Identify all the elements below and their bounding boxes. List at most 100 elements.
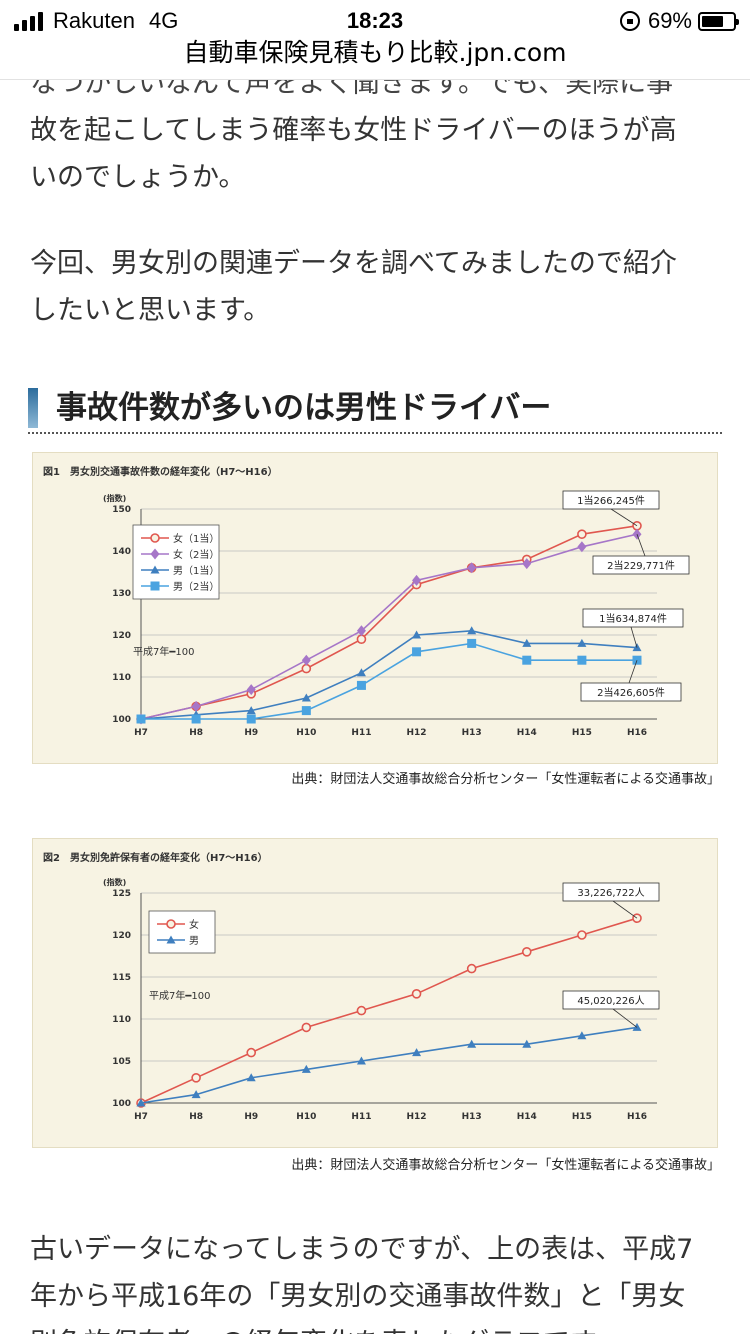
x-tick-label: H10	[296, 1112, 316, 1122]
x-tick-label: H9	[244, 728, 258, 738]
figure-license-chart: 図2 男女別免許保有者の経年変化（H7～H16） (指数) 100 105 110 11…	[32, 838, 718, 1148]
data-point	[246, 1047, 257, 1058]
series-line	[140, 917, 638, 1104]
y-tick-label: 105	[112, 1057, 131, 1067]
data-point	[632, 913, 642, 923]
data-point	[577, 1031, 587, 1040]
data-point	[522, 1039, 532, 1048]
y-tick-label: 120	[112, 631, 131, 641]
x-tick-label: H15	[572, 1112, 592, 1122]
x-tick-label: H8	[189, 1112, 203, 1122]
callout-box	[580, 682, 682, 702]
x-tick-label: H9	[244, 1112, 258, 1122]
series-line	[140, 533, 638, 720]
signal-icon	[14, 11, 43, 31]
data-point	[136, 1098, 146, 1107]
y-tick-label: 115	[112, 973, 131, 983]
orientation-lock-icon	[619, 11, 640, 31]
callout-box	[592, 555, 690, 575]
text-line: 年から平成16年の「男女別の交通事故件数」と「男女	[30, 1281, 686, 1312]
text-line: いのでしょうか。	[30, 162, 246, 193]
series-line	[140, 629, 638, 720]
status-bar: Rakuten 4G 18:23 69%	[0, 0, 750, 40]
data-point	[467, 1039, 477, 1048]
legend-marker	[150, 548, 160, 560]
y-tick-label: 125	[112, 889, 131, 899]
data-point	[301, 663, 312, 674]
data-point	[467, 638, 477, 648]
data-point	[412, 630, 422, 639]
legend-label: 男（2当）	[173, 580, 219, 593]
data-point	[301, 706, 311, 716]
text-line: 古いデータになってしまうのですが、上の表は、平成7	[30, 1234, 694, 1265]
figure-title: 図1 男女別交通事故件数の経年変化（H7～H16）	[43, 467, 278, 478]
y-tick-label: 120	[112, 931, 131, 941]
battery-icon	[698, 11, 739, 31]
text-line: したいと思います。	[30, 295, 271, 326]
status-right: 69%	[619, 8, 739, 34]
callout-line	[636, 534, 646, 557]
legend-label: 女（2当）	[173, 548, 219, 561]
x-tick-label: H7	[134, 1112, 148, 1122]
article-paragraph-intro: なつかしいなんて声をよく聞きます。でも、実際に事 故を起こしてしまう確率も女性ド…	[30, 60, 720, 201]
y-tick-label: 150	[112, 505, 131, 515]
section-heading-text: 事故件数が多いのは男性ドライバー	[56, 390, 552, 426]
x-tick-label: H11	[351, 728, 371, 738]
x-tick-label: H13	[462, 728, 482, 738]
data-point	[191, 714, 201, 724]
callout-line	[612, 900, 638, 919]
y-tick-label: 100	[112, 1099, 131, 1109]
legend-marker	[150, 533, 160, 543]
x-tick-label: H14	[517, 1112, 537, 1122]
data-point	[521, 947, 532, 957]
callout-label: 1当634,874件	[599, 612, 667, 625]
data-point	[522, 558, 532, 570]
data-point	[577, 541, 587, 553]
x-tick-label: H14	[517, 728, 537, 738]
address-bar[interactable]: 自動車保険見積もり比較.jpn.com	[0, 36, 750, 80]
x-tick-label: H7	[134, 728, 148, 738]
y-tick-label: 110	[112, 1015, 131, 1025]
data-point	[301, 1064, 311, 1073]
y-axis-label: (指数)	[103, 877, 126, 887]
callout-line	[628, 660, 638, 684]
data-point	[191, 1073, 201, 1083]
data-point	[467, 626, 477, 635]
callout-label: 2当426,605件	[597, 686, 665, 699]
series-line	[141, 642, 637, 720]
legend-label: 男（1当）	[173, 564, 219, 577]
legend-marker	[150, 565, 160, 574]
data-point	[301, 693, 311, 702]
callout-label: 2当229,771件	[607, 559, 675, 572]
x-tick-label: H16	[627, 1112, 647, 1122]
article-paragraph-explanation: 古いデータになってしまうのですが、上の表は、平成7 年から平成16年の「男女別の…	[30, 1226, 720, 1334]
data-point	[246, 1073, 256, 1082]
x-tick-label: H13	[462, 1112, 482, 1122]
data-point	[191, 1090, 201, 1099]
figure-source: 出典：財団法人交通事故総合分析センター「女性運転者による交通事故」	[291, 772, 720, 787]
data-point	[136, 714, 146, 724]
series-line	[140, 1026, 638, 1104]
heading-accent-bar	[28, 388, 38, 428]
legend-marker	[166, 919, 176, 929]
data-point	[246, 684, 256, 696]
y-tick-label: 110	[112, 673, 131, 683]
text-line: 故を起こしてしまう確率も女性ドライバーのほうが高	[30, 115, 677, 146]
callout-box	[582, 608, 684, 628]
data-point	[412, 1048, 422, 1057]
data-point	[356, 625, 366, 637]
data-point	[577, 930, 587, 940]
figure-source: 出典：財団法人交通事故総合分析センター「女性運転者による交通事故」	[291, 1158, 720, 1173]
legend-label: 女（1当）	[173, 532, 219, 545]
callout-box	[562, 490, 660, 510]
y-tick-label: 140	[112, 547, 131, 557]
status-time: 18:23	[346, 8, 404, 33]
callout-line	[610, 508, 638, 527]
data-point	[577, 529, 587, 539]
series-line	[140, 525, 638, 720]
network-label: 4G	[148, 8, 179, 33]
x-tick-label: H8	[189, 728, 203, 738]
accident-line-chart: (指数) 100 110 120 130 140 150 H7 H8 H9 H10 H11 H12 H13…	[103, 490, 690, 738]
data-point	[412, 574, 422, 586]
x-tick-label: H16	[627, 728, 647, 738]
